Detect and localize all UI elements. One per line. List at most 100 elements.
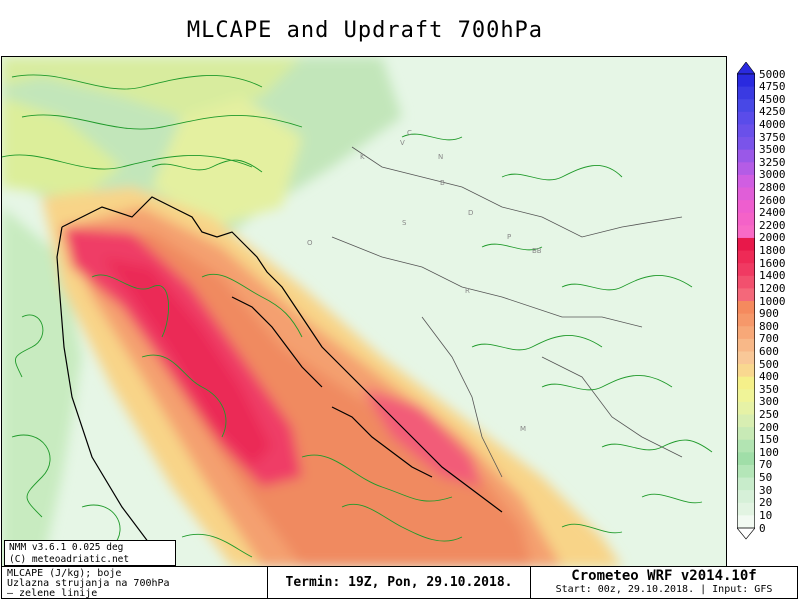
colorbar-label: 1000 bbox=[759, 294, 786, 308]
colorbar-label: 70 bbox=[759, 458, 773, 472]
colorbar-label: 1600 bbox=[759, 256, 786, 270]
colorbar-label: 5000 bbox=[759, 67, 786, 81]
colorbar-swatch bbox=[737, 174, 755, 188]
colorbar-label: 1800 bbox=[759, 244, 786, 258]
colorbar-label: 250 bbox=[759, 408, 779, 421]
updraft-contours bbox=[2, 74, 713, 558]
colorbar-swatch bbox=[737, 414, 755, 428]
colorbar-swatch bbox=[737, 326, 755, 340]
legend-line-3: — zelene linije bbox=[7, 588, 98, 599]
colorbar-swatch bbox=[737, 200, 755, 214]
credit-line-1: NMM v3.6.1 0.025 deg bbox=[9, 542, 124, 553]
map-label: D bbox=[468, 209, 473, 217]
colorbar-swatch bbox=[737, 439, 755, 453]
colorbar-label: 2800 bbox=[759, 181, 786, 194]
map-canvas: C V K N B D S O P BB R M bbox=[2, 57, 726, 567]
field-legend: MLCAPE (J/kg); boje Uzlazna strujanja na… bbox=[2, 567, 267, 599]
colorbar-swatch bbox=[737, 212, 755, 226]
colorbar-swatch bbox=[737, 502, 755, 516]
colorbar-swatch bbox=[737, 427, 755, 441]
colorbar-label: 3500 bbox=[759, 143, 786, 157]
colorbar-label: 2000 bbox=[759, 231, 786, 245]
colorbar-swatch bbox=[737, 237, 755, 252]
colorbar-label: 100 bbox=[759, 445, 779, 459]
footer-bar: MLCAPE (J/kg); boje Uzlazna strujanja na… bbox=[1, 566, 798, 599]
colorbar-label: 3250 bbox=[759, 155, 786, 169]
colorbar-swatch bbox=[737, 149, 755, 163]
colorbar-swatch bbox=[737, 86, 755, 100]
colorbar-label: 2200 bbox=[759, 218, 786, 232]
colorbar bbox=[736, 61, 756, 540]
map-label: R bbox=[465, 287, 470, 295]
colorbar-label: 4250 bbox=[759, 105, 786, 119]
map-place-labels: C V K N B D S O P BB R M bbox=[307, 129, 542, 433]
colorbar-swatch bbox=[737, 99, 755, 113]
colorbar-label: 2400 bbox=[759, 206, 786, 220]
colorbar-swatch bbox=[737, 162, 755, 176]
colorbar-swatch bbox=[737, 74, 755, 88]
colorbar-label: 10 bbox=[759, 508, 773, 522]
colorbar-swatch bbox=[737, 111, 755, 125]
chart-title: MLCAPE and Updraft 700hPa bbox=[186, 18, 544, 43]
map-label: B bbox=[440, 179, 445, 187]
colorbar-label: 350 bbox=[759, 382, 779, 396]
colorbar-swatch bbox=[737, 301, 755, 315]
colorbar-swatch bbox=[737, 263, 755, 277]
model-run-info: Start: 00z, 29.10.2018. | Input: GFS bbox=[555, 584, 773, 595]
colorbar-labels: 5000 4750 4500 4250 4000 3750 3500 3250 3000 2800… bbox=[759, 62, 799, 540]
colorbar-swatch bbox=[737, 464, 755, 479]
colorbar-swatch bbox=[737, 490, 755, 504]
colorbar-label: 50 bbox=[759, 471, 773, 485]
map-label: V bbox=[400, 139, 405, 147]
colorbar-label: 900 bbox=[759, 307, 779, 321]
colorbar-swatch bbox=[737, 338, 755, 352]
colorbar-swatch bbox=[737, 389, 755, 403]
colorbar-label: 300 bbox=[759, 395, 779, 409]
map-panel: C V K N B D S O P BB R M bbox=[1, 56, 727, 568]
colorbar-swatch bbox=[737, 225, 755, 239]
colorbar-label: 20 bbox=[759, 496, 773, 510]
colorbar-swatch bbox=[737, 313, 755, 327]
legend-line-2: Uzlazna strujanja na 700hPa bbox=[7, 578, 170, 589]
colorbar-scale bbox=[736, 61, 756, 540]
map-label: M bbox=[520, 425, 526, 433]
colorbar-swatch bbox=[737, 452, 755, 466]
map-label: O bbox=[307, 239, 313, 247]
colorbar-top-arrow bbox=[736, 61, 756, 75]
map-label: BB bbox=[532, 247, 542, 255]
map-label: S bbox=[402, 219, 407, 227]
colorbar-swatch bbox=[737, 477, 755, 491]
colorbar-label: 200 bbox=[759, 420, 779, 434]
colorbar-label: 4000 bbox=[759, 117, 786, 131]
colorbar-label: 4750 bbox=[759, 80, 786, 94]
colorbar-label: 1400 bbox=[759, 269, 786, 283]
legend-line-1: MLCAPE (J/kg); boje bbox=[7, 568, 122, 579]
colorbar-label: 30 bbox=[759, 483, 773, 497]
colorbar-label: 2600 bbox=[759, 193, 786, 207]
colorbar-label: 800 bbox=[759, 319, 779, 333]
colorbar-swatch bbox=[737, 401, 755, 415]
colorbar-swatch bbox=[737, 351, 755, 365]
colorbar-label: 150 bbox=[759, 433, 779, 447]
colorbar-label: 600 bbox=[759, 344, 779, 358]
model-info-box: Crometeo WRF v2014.10f Start: 00z, 29.10… bbox=[531, 567, 797, 598]
model-credit: NMM v3.6.1 0.025 deg (C) meteoadriatic.n… bbox=[4, 540, 176, 577]
colorbar-swatch bbox=[737, 187, 755, 201]
colorbar-label: 3750 bbox=[759, 130, 786, 144]
country-borders bbox=[331, 146, 683, 478]
colorbar-label: 3000 bbox=[759, 168, 786, 182]
model-name: Crometeo WRF v2014.10f bbox=[571, 568, 757, 584]
colorbar-swatch bbox=[737, 288, 755, 302]
colorbar-swatch bbox=[737, 376, 755, 390]
colorbar-label: 0 bbox=[759, 521, 766, 535]
map-label: K bbox=[360, 153, 365, 161]
forecast-time: Termin: 19Z, Pon, 29.10.2018. bbox=[267, 567, 531, 598]
colorbar-swatch bbox=[737, 124, 755, 138]
colorbar-swatch bbox=[737, 250, 755, 264]
colorbar-swatch bbox=[737, 137, 755, 151]
colorbar-label: 4500 bbox=[759, 92, 786, 106]
map-label: N bbox=[438, 153, 443, 161]
map-label: P bbox=[507, 233, 511, 241]
colorbar-label: 1200 bbox=[759, 281, 786, 295]
colorbar-label: 700 bbox=[759, 332, 779, 346]
